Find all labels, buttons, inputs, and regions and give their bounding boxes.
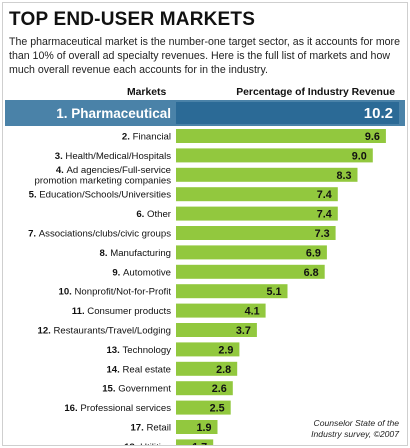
category-label: 5. Education/Schools/Universities xyxy=(29,190,172,201)
bar-18 xyxy=(176,439,214,445)
category-label: 9. Automotive xyxy=(112,267,171,278)
bar-12 xyxy=(176,323,257,337)
bar-value-label: 1.7 xyxy=(192,441,207,445)
bar-value-label: 9.0 xyxy=(352,150,367,162)
bar-value-label: 2.5 xyxy=(210,403,225,415)
bar-value-label: 2.6 xyxy=(212,383,227,395)
category-label: 13. Technology xyxy=(106,345,171,356)
category-label: 16. Professional services xyxy=(64,403,171,414)
bar-value-label: 1.9 xyxy=(196,422,211,434)
bar-value-label: 6.8 xyxy=(304,267,319,279)
bar-7 xyxy=(176,226,336,240)
bar-value-label: 8.3 xyxy=(336,170,351,182)
category-label: 3. Health/Medical/Hospitals xyxy=(55,151,171,162)
category-label: 1. Pharmaceutical xyxy=(56,106,171,121)
category-label: 6. Other xyxy=(136,209,171,220)
bar-value-label: 5.1 xyxy=(266,286,281,298)
bar-value-label: 9.6 xyxy=(365,131,380,143)
bar-1 xyxy=(176,102,399,124)
category-label: promotion marketing companies xyxy=(34,176,171,187)
percentage-column-header: Percentage of Industry Revenue xyxy=(236,87,395,98)
bar-13 xyxy=(176,342,240,357)
category-label: 18. Utilities xyxy=(124,442,171,445)
category-label: 12. Restaurants/Travel/Lodging xyxy=(37,326,171,337)
category-label: 15. Government xyxy=(102,384,171,395)
markets-column-header: Markets xyxy=(127,87,167,98)
bar-value-label: 10.2 xyxy=(364,105,393,122)
bar-value-label: 2.8 xyxy=(216,364,231,376)
bar-value-label: 4.1 xyxy=(245,306,260,318)
category-label: 14. Real estate xyxy=(106,364,171,375)
bar-17 xyxy=(176,420,218,434)
category-label: 7. Associations/clubs/civic groups xyxy=(28,229,171,240)
bar-16 xyxy=(176,400,231,415)
bar-14 xyxy=(176,361,238,376)
category-label: 8. Manufacturing xyxy=(100,248,171,259)
chart-intro-text: The pharmaceutical market is the number-… xyxy=(9,36,400,76)
category-label: 10. Nonprofit/Not-for-Profit xyxy=(58,287,171,298)
bar-3 xyxy=(176,148,373,163)
bar-value-label: 2.9 xyxy=(218,344,233,356)
bar-5 xyxy=(176,187,338,202)
bar-value-label: 6.9 xyxy=(306,247,321,259)
chart-title: TOP END-USER MARKETS xyxy=(9,9,256,30)
bar-9 xyxy=(176,264,325,279)
bar-value-label: 7.3 xyxy=(315,228,330,240)
bar-6 xyxy=(176,206,338,221)
bar-4 xyxy=(176,167,358,182)
category-label: 17. Retail xyxy=(130,423,171,434)
bar-2 xyxy=(176,129,386,143)
category-label: 11. Consumer products xyxy=(72,306,171,317)
source-note: Counselor State of the Industry survey, … xyxy=(311,418,399,439)
bar-8 xyxy=(176,245,327,260)
bar-value-label: 7.4 xyxy=(317,189,332,201)
category-label: 4. Ad agencies/Full-service xyxy=(56,165,171,176)
bar-15 xyxy=(176,381,233,396)
bar-value-label: 7.4 xyxy=(317,209,332,221)
bar-value-label: 3.7 xyxy=(236,325,251,337)
bar-11 xyxy=(176,303,266,318)
bar-chart: 10.2 1. Pharmaceutical 9.6 2. Financial 9.0 3… xyxy=(5,100,405,445)
bar-10 xyxy=(176,284,288,299)
category-label: 2. Financial xyxy=(122,132,171,143)
